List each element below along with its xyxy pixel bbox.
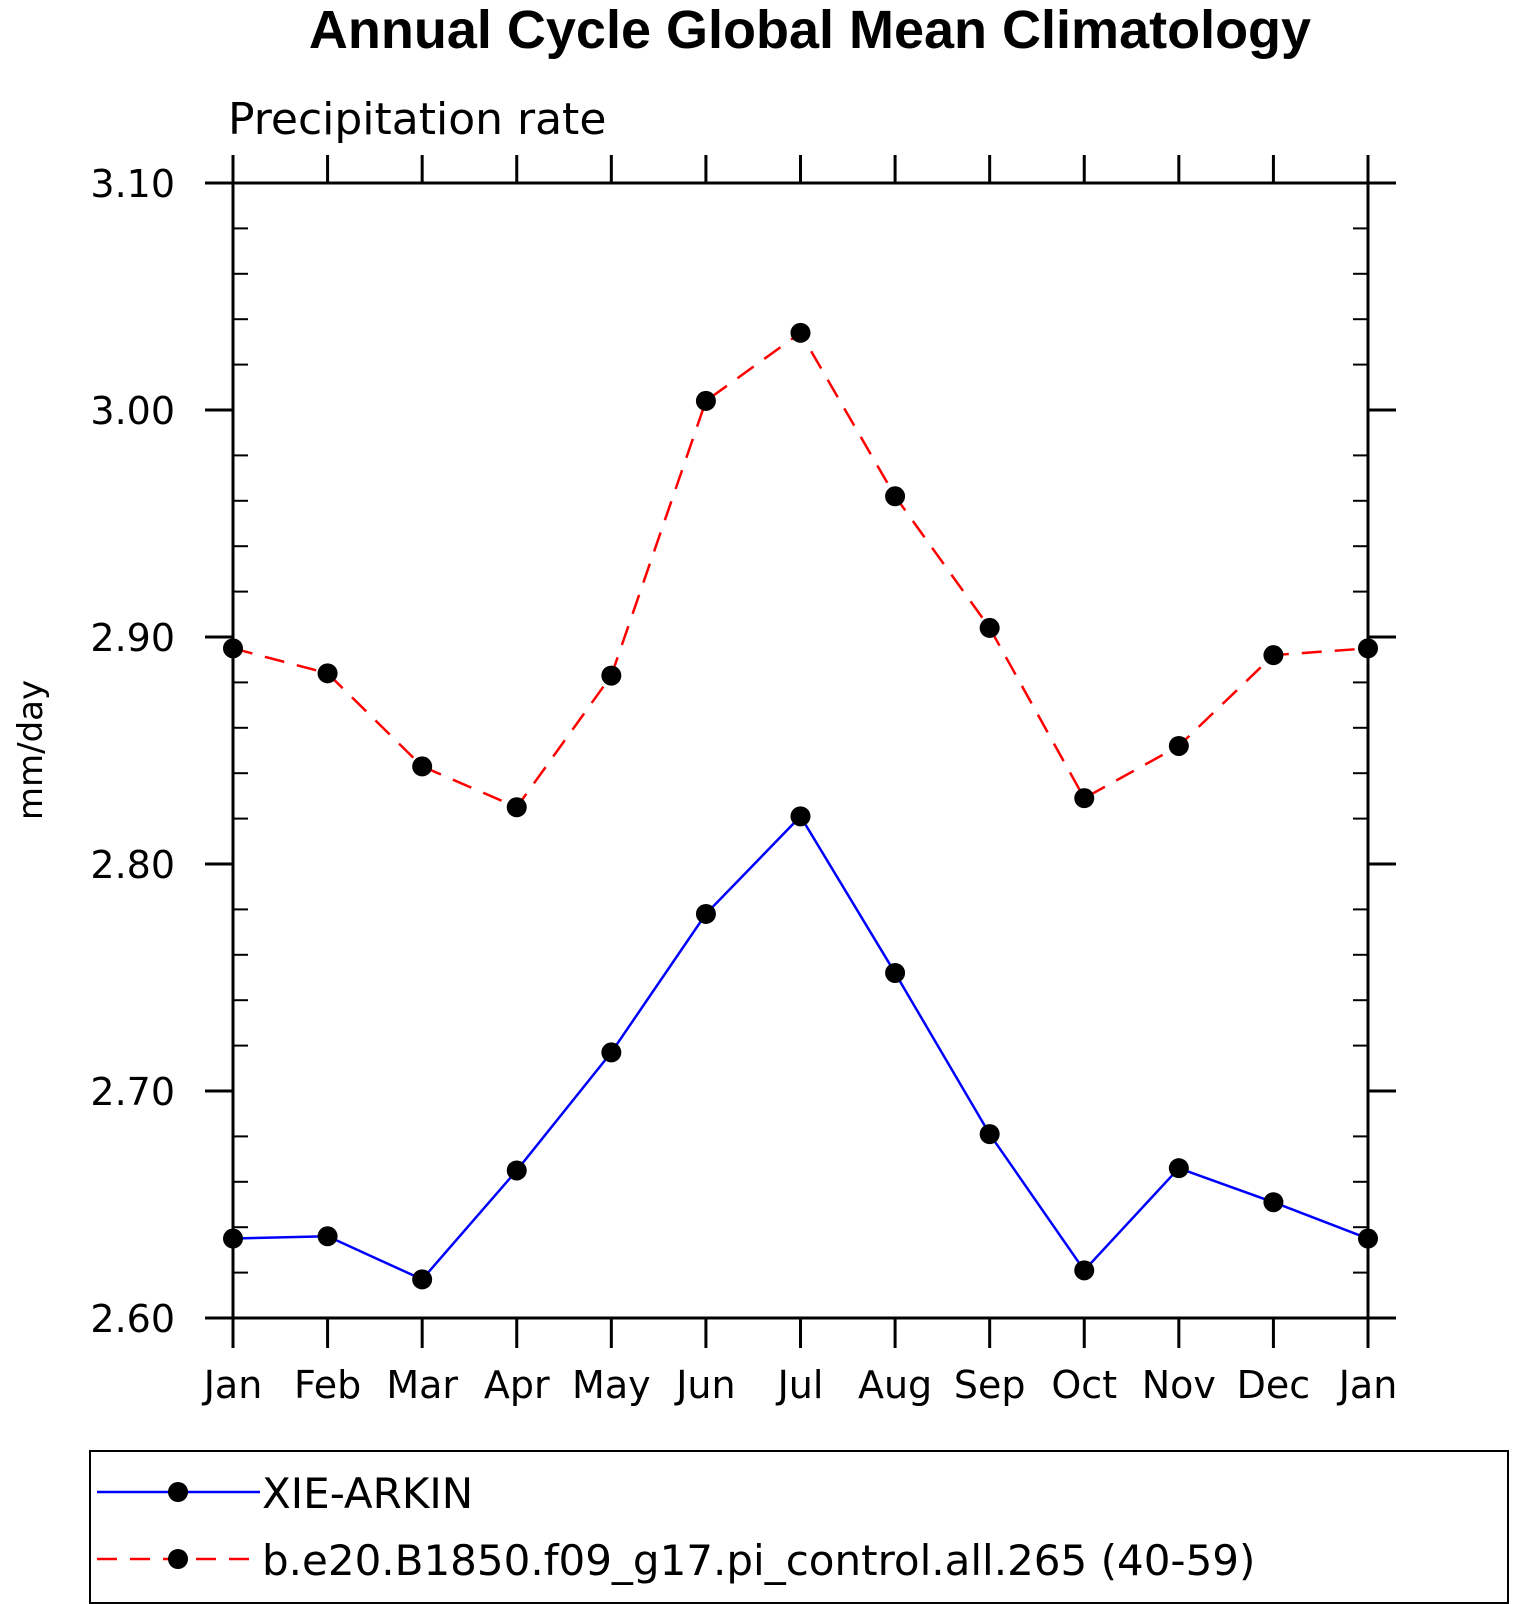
axis-ticks — [205, 155, 1396, 1348]
series-1-point — [695, 390, 716, 411]
series-1-point — [506, 797, 527, 818]
series-0-point — [506, 1160, 527, 1181]
y-tick-label: 2.90 — [90, 616, 175, 660]
series-0-point — [1358, 1228, 1378, 1249]
series-1-point — [223, 638, 243, 659]
series-0-point — [979, 1124, 1000, 1145]
legend-label-model: b.e20.B1850.f09_g17.pi_control.all.265 (… — [262, 1536, 1255, 1585]
series-0-point — [1168, 1158, 1189, 1179]
series-0-point — [695, 903, 716, 924]
series-0-point — [1074, 1260, 1095, 1281]
series-1-point — [1358, 638, 1378, 659]
legend-marker-model — [168, 1549, 188, 1569]
legend-label-xie-arkin: XIE-ARKIN — [262, 1469, 473, 1518]
x-tick-label: Aug — [858, 1363, 932, 1407]
series-1-point — [412, 756, 433, 777]
x-tick-label: Jan — [202, 1363, 263, 1407]
x-tick-label: Nov — [1142, 1363, 1216, 1407]
series-1-point — [1074, 788, 1095, 809]
series-1-point — [885, 486, 906, 507]
chart-subtitle: Precipitation rate — [228, 94, 606, 145]
y-tick-label: 2.70 — [90, 1070, 175, 1114]
series-1-point — [979, 617, 1000, 638]
y-tick-label: 3.00 — [90, 389, 175, 433]
y-tick-label: 2.60 — [90, 1297, 175, 1341]
y-tick-labels: 2.60 2.70 2.80 2.90 3.00 3.10 — [90, 162, 175, 1341]
x-tick-label: Jun — [674, 1363, 735, 1407]
x-tick-label: Sep — [954, 1363, 1026, 1407]
legend: XIE-ARKIN b.e20.B1850.f09_g17.pi_control… — [89, 1450, 1509, 1604]
series-0-point — [885, 962, 906, 983]
series-line-0 — [232, 814, 1369, 1281]
x-tick-labels: Jan Feb Mar Apr May Jun Jul Aug Sep Oct Nov Dec Jan — [202, 1363, 1398, 1407]
series-line-1 — [232, 330, 1369, 809]
chart-title: Annual Cycle Global Mean Climatology — [309, 0, 1311, 60]
x-tick-label: Dec — [1237, 1363, 1311, 1407]
x-tick-label: Mar — [386, 1363, 458, 1407]
x-tick-label: Feb — [294, 1363, 361, 1407]
series-1-point — [1168, 735, 1189, 756]
x-tick-label: Jan — [1337, 1363, 1398, 1407]
series-0-point — [790, 806, 811, 827]
plot-frame — [231, 181, 1370, 1320]
legend-marker-xie-arkin — [168, 1482, 188, 1502]
y-tick-label: 2.80 — [90, 843, 175, 887]
y-axis-label: mm/day — [11, 680, 51, 820]
x-tick-label: May — [572, 1363, 651, 1407]
x-tick-label: Jul — [776, 1363, 824, 1407]
series-0-point — [412, 1269, 433, 1290]
x-tick-label: Apr — [484, 1363, 550, 1407]
series-0-point — [223, 1228, 243, 1249]
y-tick-label: 3.10 — [90, 162, 175, 206]
series-layer — [223, 322, 1378, 1290]
series-1-point — [790, 322, 811, 343]
series-0-point — [601, 1042, 622, 1063]
series-1-point — [317, 663, 338, 684]
series-0-point — [1263, 1192, 1284, 1213]
legend-box — [89, 1450, 1509, 1604]
series-1-point — [1263, 645, 1284, 666]
series-1-point — [601, 665, 622, 686]
series-0-point — [317, 1226, 338, 1247]
x-tick-label: Oct — [1051, 1363, 1117, 1407]
